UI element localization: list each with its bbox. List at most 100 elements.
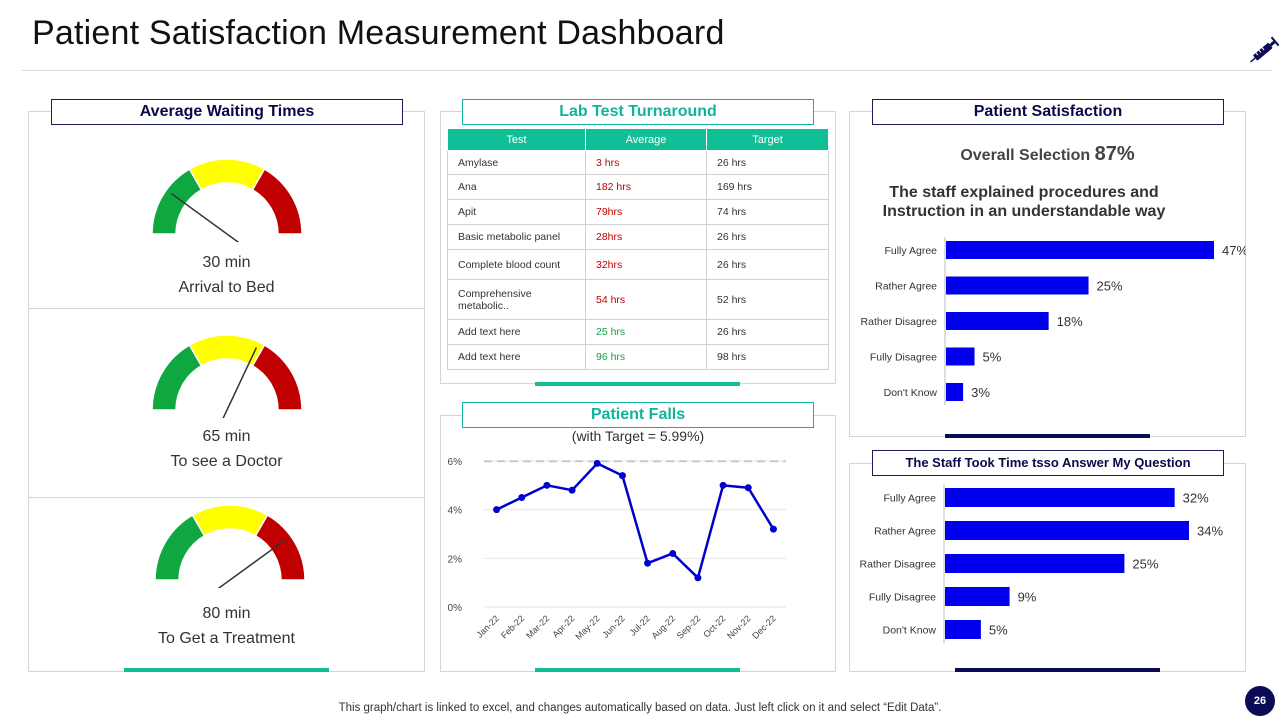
gauge-segment-green	[151, 344, 203, 411]
falls-subtitle: (with Target = 5.99%)	[571, 428, 705, 444]
bar	[946, 241, 1214, 259]
bar	[946, 312, 1049, 330]
falls-x-tick: Feb-22	[499, 613, 526, 640]
lab-header-test: Test	[447, 128, 586, 151]
lab-test: Add text here	[447, 319, 586, 345]
table-row: Add text here 96 hrs 98 hrs	[447, 344, 829, 370]
gauge-segment-yellow	[188, 158, 266, 191]
gauge-label: To Get a Treatment	[158, 630, 295, 647]
bar	[945, 554, 1125, 573]
panel-accent-bar	[945, 434, 1150, 438]
panel-accent-bar	[124, 668, 329, 672]
bar-value-label: 3%	[971, 385, 990, 400]
bar-value-label: 5%	[989, 623, 1008, 638]
bar	[945, 620, 981, 639]
gauge-needle	[222, 347, 258, 418]
bar-category-label: Rather Disagree	[861, 316, 938, 328]
lab-test: Ana	[447, 174, 586, 200]
table-row: Basic metabolic panel 28hrs 26 hrs	[447, 224, 829, 250]
falls-x-tick: Apr-22	[550, 613, 576, 639]
bar-category-label: Don't Know	[883, 625, 937, 637]
gauge-divider	[29, 308, 424, 309]
falls-y-tick: 4%	[448, 506, 463, 517]
gauge-value: 65 min	[202, 428, 251, 445]
bar-value-label: 47%	[1222, 243, 1246, 258]
falls-x-tick: Jun-22	[600, 613, 627, 640]
waiting-times-title: Average Waiting Times	[51, 99, 403, 125]
falls-point	[618, 472, 626, 480]
lab-test: Apit	[447, 199, 586, 225]
lab-target: 26 hrs	[706, 224, 829, 250]
falls-point	[493, 506, 501, 514]
lab-test: Complete blood count	[447, 249, 586, 280]
bar-value-label: 25%	[1132, 557, 1158, 572]
falls-x-tick: Jul-22	[628, 613, 652, 637]
falls-x-tick: May-22	[573, 613, 601, 641]
lab-average: 96 hrs	[585, 344, 707, 370]
lab-target: 169 hrs	[706, 174, 829, 200]
bar-value-label: 9%	[1018, 590, 1037, 605]
satisfaction-question: The staff explained procedures and Instr…	[882, 184, 1166, 220]
bar	[946, 383, 964, 401]
lab-target: 26 hrs	[706, 319, 829, 345]
satisfaction-bar-chart: Fully Agree 47% Rather Agree 25% Rather Disa…	[861, 237, 1246, 405]
falls-x-tick: Nov-22	[725, 613, 753, 641]
table-row: Ana 182 hrs 169 hrs	[447, 174, 829, 200]
bar	[946, 347, 975, 366]
lab-average: 79hrs	[585, 199, 707, 225]
lab-target: 52 hrs	[706, 279, 829, 320]
bar-category-label: Fully Disagree	[869, 592, 936, 604]
falls-x-tick: Dec-22	[750, 613, 778, 641]
panel-accent-bar	[535, 382, 740, 386]
bar	[945, 488, 1175, 507]
table-row: Complete blood count 32hrs 26 hrs	[447, 249, 829, 280]
gauge-label: Arrival to Bed	[178, 279, 275, 296]
falls-y-tick: 6%	[448, 457, 463, 468]
gauge-doctor	[151, 334, 303, 418]
falls-x-tick: Aug-22	[650, 613, 678, 641]
lab-test: Basic metabolic panel	[447, 224, 586, 250]
lab-target: 98 hrs	[706, 344, 829, 370]
satisfaction-title: Patient Satisfaction	[872, 99, 1224, 125]
gauge-arcs	[154, 504, 306, 581]
bar-category-label: Fully Agree	[884, 245, 937, 257]
bar-value-label: 34%	[1197, 524, 1223, 539]
lab-test: Add text here	[447, 344, 586, 370]
gauge-segment-yellow	[188, 334, 266, 367]
gauge-segment-red	[251, 344, 303, 411]
falls-y-tick: 2%	[448, 554, 463, 565]
gauge-segment-yellow	[191, 504, 269, 537]
lab-target: 74 hrs	[706, 199, 829, 225]
bar-value-label: 5%	[983, 350, 1002, 365]
answer-bar-chart: Fully Agree 32% Rather Agree 34% Rather Disa…	[860, 484, 1223, 643]
lab-average: 3 hrs	[585, 150, 707, 175]
panel-accent-bar	[955, 668, 1160, 672]
bar-category-label: Rather Agree	[875, 281, 937, 293]
lab-target: 26 hrs	[706, 150, 829, 175]
lab-test: Comprehensive metabolic..	[447, 279, 586, 320]
gauge-value: 30 min	[202, 254, 251, 271]
table-row: Comprehensive metabolic.. 54 hrs 52 hrs	[447, 279, 829, 320]
falls-line-chart: 0%2%4%6%Jan-22Feb-22Mar-22Apr-22May-22Ju…	[448, 457, 786, 642]
footer-note: This graph/chart is linked to excel, and…	[338, 702, 942, 714]
gauge-arcs	[151, 334, 303, 411]
lab-average: 54 hrs	[585, 279, 707, 320]
falls-point	[644, 559, 652, 567]
falls-point	[719, 481, 727, 489]
bar	[945, 521, 1189, 540]
lab-average: 182 hrs	[585, 174, 707, 200]
falls-point	[568, 486, 576, 494]
answer-title: The Staff Took Time tsso Answer My Quest…	[872, 450, 1224, 476]
title-divider	[22, 70, 1272, 71]
gauge-label: To see a Doctor	[170, 453, 283, 470]
falls-x-tick: Mar-22	[524, 613, 551, 640]
gauge-segment-red	[251, 168, 303, 235]
table-row: Add text here 25 hrs 26 hrs	[447, 319, 829, 345]
gauge-segment-green	[151, 168, 203, 235]
falls-point	[543, 481, 551, 489]
lab-header-target: Target	[706, 128, 829, 151]
falls-point	[694, 574, 702, 582]
gauge-arrival	[151, 158, 303, 242]
bar-value-label: 32%	[1183, 491, 1209, 506]
falls-title: Patient Falls	[462, 402, 814, 428]
